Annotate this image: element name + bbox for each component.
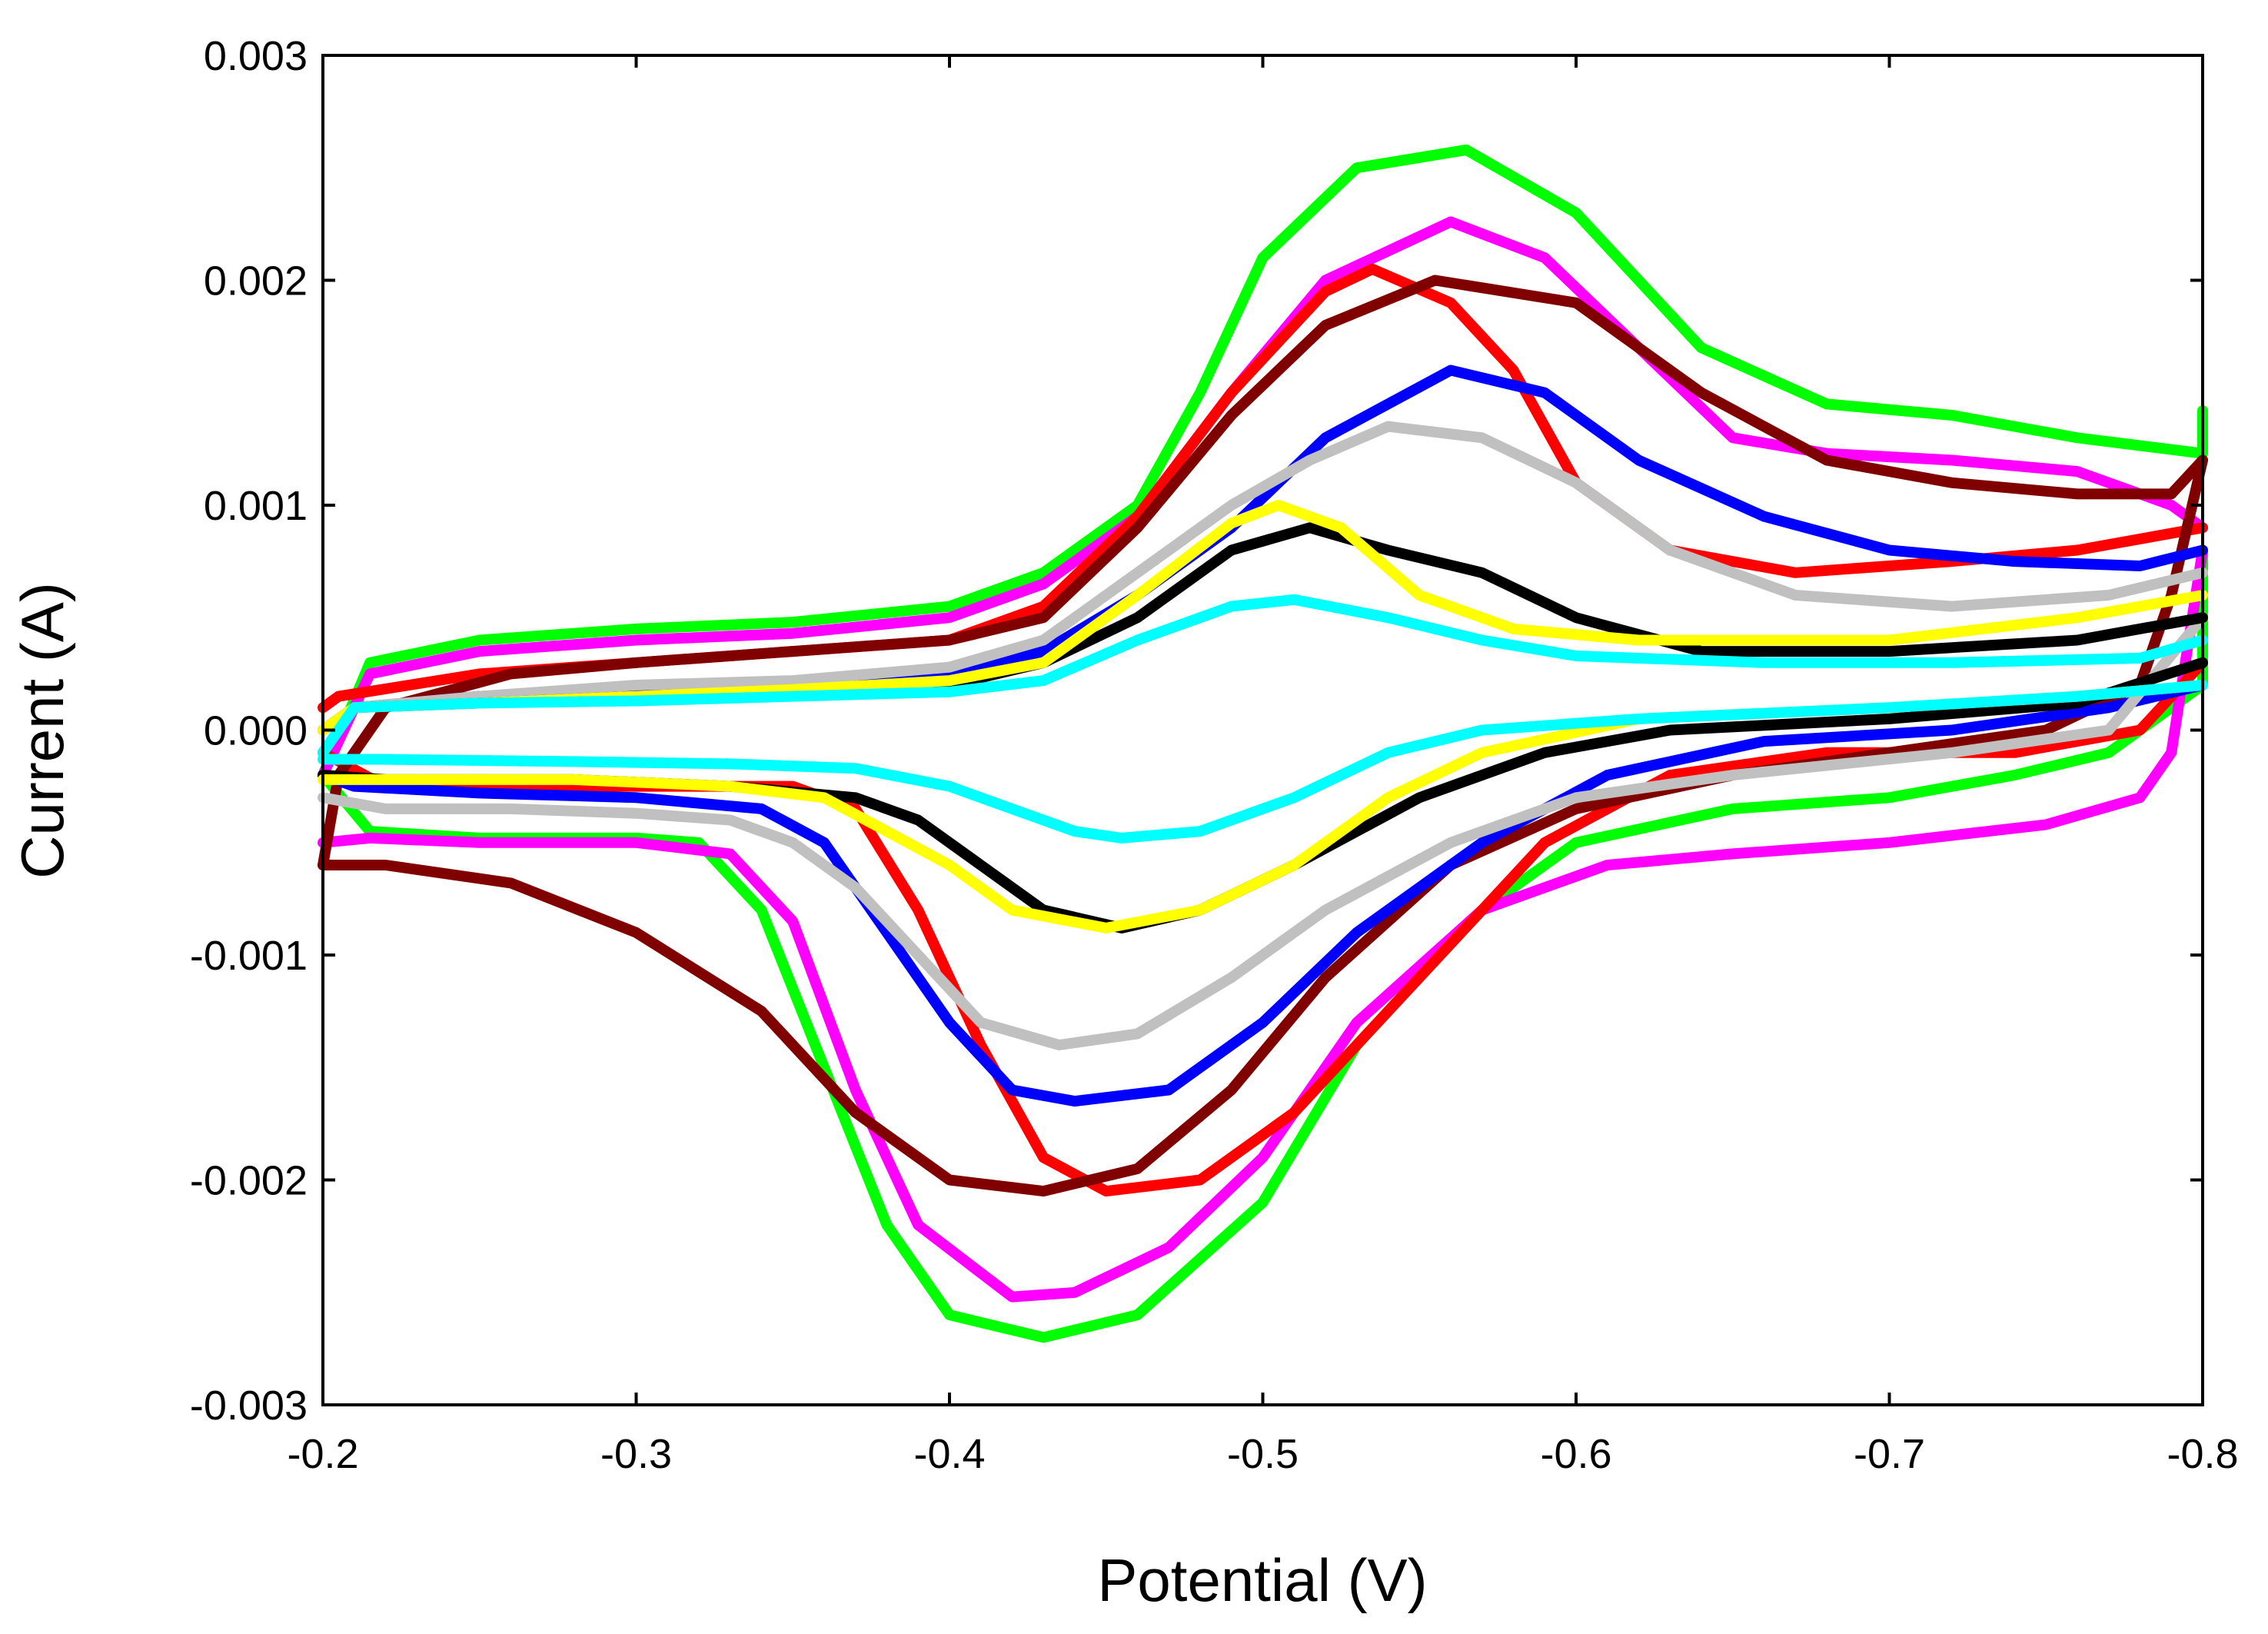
tick-group: [321, 54, 2204, 1406]
x-tick-label: -0.4: [913, 1431, 985, 1477]
curve-magenta-lower: [318, 544, 2208, 1303]
y-tick-label: 0.000: [204, 708, 308, 754]
y-tick-label: -0.003: [190, 1383, 308, 1429]
series-cyan: [318, 594, 2208, 844]
series-green: [318, 144, 2208, 1343]
y-tick-labels: -0.003 -0.002 -0.001 0.000 0.001 0.002 0.003: [190, 33, 308, 1429]
curve-silver-upper: [318, 421, 2208, 758]
curve-magenta-upper: [318, 216, 2208, 780]
curve-cyan-lower: [318, 680, 2208, 844]
curve-blue-lower: [318, 680, 2208, 1107]
curve-silver-lower: [318, 612, 2208, 1050]
x-tick-label: -0.7: [1854, 1431, 1925, 1477]
curve-group: [318, 144, 2208, 1343]
y-tick-label: -0.002: [190, 1158, 308, 1204]
series-magenta: [318, 216, 2208, 1303]
y-tick-label: -0.001: [190, 933, 308, 979]
x-axis-title: Potential (V): [1097, 1546, 1427, 1614]
x-tick-labels: -0.2 -0.3 -0.4 -0.5 -0.6 -0.7 -0.8: [287, 1431, 2238, 1477]
x-tick-label: -0.8: [2167, 1431, 2238, 1477]
series-maroon: [318, 275, 2208, 1197]
y-tick-label: 0.002: [204, 258, 308, 305]
x-tick-label: -0.6: [1540, 1431, 1611, 1477]
x-tick-label: -0.5: [1227, 1431, 1299, 1477]
x-tick-label: -0.2: [287, 1431, 358, 1477]
series-silver: [318, 421, 2208, 1050]
curve-green-upper: [318, 144, 2208, 780]
x-tick-label: -0.3: [600, 1431, 672, 1477]
curve-cyan-upper: [318, 594, 2208, 758]
curve-maroon-upper: [318, 275, 2208, 870]
curve-red-lower: [318, 657, 2208, 1197]
curve-green-lower: [318, 544, 2208, 1343]
y-tick-label: 0.001: [204, 483, 308, 529]
curve-maroon-lower: [318, 454, 2208, 1197]
y-axis-title: Current (A): [8, 582, 76, 879]
y-tick-label: 0.003: [204, 33, 308, 79]
